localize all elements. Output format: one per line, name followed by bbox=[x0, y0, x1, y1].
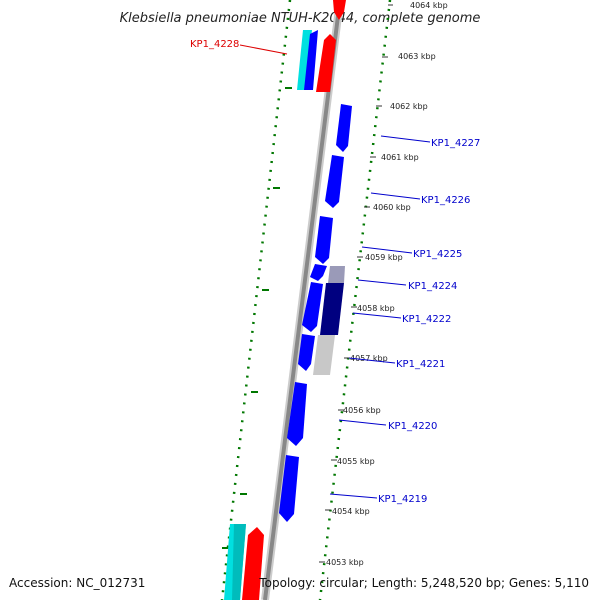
cds-4226[interactable] bbox=[325, 155, 344, 208]
red-cds-bottom[interactable] bbox=[242, 527, 264, 600]
inner-dotted-ring bbox=[220, 0, 292, 600]
cds-4220[interactable] bbox=[287, 382, 307, 446]
red-cds-top[interactable] bbox=[316, 34, 336, 92]
tick-label: 4058 kbp bbox=[357, 304, 395, 313]
tick-label: 4061 kbp bbox=[381, 153, 419, 162]
minus-strand-genes bbox=[279, 104, 352, 522]
gene-label-kp1-4226[interactable]: KP1_4226 bbox=[421, 195, 470, 206]
tick-label: 4053 kbp bbox=[326, 558, 364, 567]
grey-band-bottom bbox=[313, 335, 335, 375]
cyan-dark-feature-bottom bbox=[232, 524, 246, 600]
backbone bbox=[263, 0, 342, 600]
tick-label: 4063 kbp bbox=[398, 52, 436, 61]
topology-text: Topology: circular; Length: 5,248,520 bp… bbox=[258, 576, 589, 590]
cds-4227[interactable] bbox=[336, 104, 352, 152]
gene-label-kp1-4228[interactable]: KP1_4228 bbox=[190, 39, 239, 50]
gene-label-kp1-4222[interactable]: KP1_4222 bbox=[402, 314, 451, 325]
cds-4221[interactable] bbox=[298, 334, 315, 371]
label-leaders bbox=[239, 44, 431, 499]
top-feature-cluster bbox=[297, 0, 346, 92]
cds-4222[interactable] bbox=[302, 282, 323, 332]
blue-cds-4228[interactable] bbox=[304, 30, 318, 90]
grey-band-top bbox=[328, 266, 345, 283]
navy-band bbox=[320, 283, 344, 335]
gene-label-kp1-4225[interactable]: KP1_4225 bbox=[413, 249, 462, 260]
cyan-feature bbox=[297, 30, 312, 90]
map-title: Klebsiella pneumoniae NTUH-K2044, comple… bbox=[120, 11, 481, 26]
cds-4224[interactable] bbox=[310, 264, 327, 281]
accession-text: Accession: NC_012731 bbox=[9, 576, 145, 590]
outer-dotted-ring bbox=[318, 0, 392, 600]
tick-label: 4055 kbp bbox=[337, 457, 375, 466]
tick-label: 4062 kbp bbox=[390, 102, 428, 111]
bottom-feature-cluster bbox=[224, 524, 264, 600]
tick-label: 4054 kbp bbox=[332, 507, 370, 516]
gene-label-kp1-4224[interactable]: KP1_4224 bbox=[408, 281, 457, 292]
tick-label: 4056 kbp bbox=[343, 406, 381, 415]
cds-4225[interactable] bbox=[315, 216, 333, 264]
shaded-region bbox=[313, 266, 345, 375]
gene-label-kp1-4220[interactable]: KP1_4220 bbox=[388, 421, 437, 432]
tick-label: 4064 kbp bbox=[410, 1, 448, 10]
tick-label: 4057 kbp bbox=[350, 354, 388, 363]
inner-ring-dashes bbox=[222, 87, 292, 549]
gene-label-kp1-4219[interactable]: KP1_4219 bbox=[378, 494, 427, 505]
cds-4219[interactable] bbox=[279, 455, 299, 522]
gene-label-kp1-4221[interactable]: KP1_4221 bbox=[396, 359, 445, 370]
gene-label-kp1-4227[interactable]: KP1_4227 bbox=[431, 138, 480, 149]
tick-label: 4060 kbp bbox=[373, 203, 411, 212]
red-cds-edge[interactable] bbox=[333, 0, 346, 20]
tick-label: 4059 kbp bbox=[365, 253, 403, 262]
